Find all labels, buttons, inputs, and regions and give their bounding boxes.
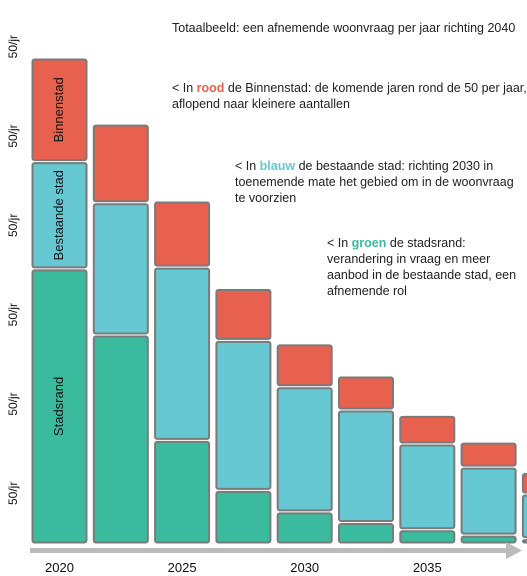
y-unit-label: 50/jr bbox=[6, 303, 20, 326]
annotation-blauw-post: de bestaande stad: richting 2030 in toen… bbox=[235, 159, 514, 205]
series-label-binnenstad: Binnenstad bbox=[51, 77, 66, 142]
y-unit-label: 50/jr bbox=[6, 124, 20, 147]
bar-bestaande-stad-2035 bbox=[399, 444, 456, 530]
bar-binnenstad-2027 bbox=[215, 289, 272, 340]
annotation-rood-pre: < In bbox=[172, 81, 197, 95]
annotation-rood-post: de Binnenstad: de komende jaren rond de … bbox=[172, 81, 527, 111]
annotation-rood: < In rood de Binnenstad: de komende jare… bbox=[172, 80, 527, 112]
bar-binnenstad-2035 bbox=[399, 415, 456, 444]
bar-binnenstad-2025 bbox=[154, 201, 211, 267]
annotation-total-text: Totaalbeeld: een afnemende woonvraag per… bbox=[172, 21, 516, 35]
y-unit-label: 50/jr bbox=[6, 482, 20, 505]
x-tick-label-2025: 2025 bbox=[168, 560, 197, 575]
bar-stadsrand-2032 bbox=[338, 523, 394, 544]
annotation-blauw-key: blauw bbox=[259, 159, 296, 173]
bar-bestaande-stad-2022 bbox=[92, 203, 149, 335]
series-label-stadsrand: Stadsrand bbox=[51, 377, 66, 436]
bar-binnenstad-2030 bbox=[276, 344, 333, 387]
bar-bestaande-stad-2030 bbox=[276, 387, 333, 512]
annotation-groen: < In groen de stadsrand: verandering in … bbox=[327, 235, 527, 299]
annotation-blauw: < In blauw de bestaande stad: richting 2… bbox=[235, 158, 527, 206]
series-label-bestaande: Bestaande stad bbox=[51, 170, 66, 260]
y-unit-label: 50/jr bbox=[6, 214, 20, 237]
bar-binnenstad-2022 bbox=[92, 124, 149, 203]
bar-bestaande-stad-2037 bbox=[460, 467, 517, 535]
bar-bestaande-stad-2025 bbox=[154, 267, 211, 440]
bar-stadsrand-2040 bbox=[521, 539, 527, 544]
annotation-groen-post: de stadsrand: verandering in vraag en me… bbox=[327, 236, 517, 298]
x-tick-label-2020: 2020 bbox=[45, 560, 74, 575]
annotation-groen-pre: < In bbox=[327, 236, 352, 250]
bar-bestaande-stad-2020 bbox=[31, 162, 88, 269]
bar-bestaande-stad-2027 bbox=[215, 340, 272, 490]
bar-stadsrand-2037 bbox=[460, 535, 517, 544]
x-axis-arrowhead bbox=[506, 542, 522, 559]
x-axis-line bbox=[30, 548, 508, 553]
annotation-groen-key: groen bbox=[351, 236, 387, 250]
x-tick-label-2035: 2035 bbox=[413, 560, 442, 575]
bar-bestaande-stad-2040 bbox=[521, 494, 527, 539]
annotation-total: Totaalbeeld: een afnemende woonvraag per… bbox=[172, 20, 517, 36]
bar-binnenstad-2040 bbox=[521, 473, 527, 494]
bar-binnenstad-2032 bbox=[338, 376, 394, 410]
bar-binnenstad-2037 bbox=[460, 442, 517, 467]
bar-stadsrand-2030 bbox=[276, 512, 333, 544]
y-unit-label: 50/jr bbox=[6, 35, 20, 58]
bar-stadsrand-2020 bbox=[31, 269, 88, 544]
bar-stadsrand-2022 bbox=[92, 335, 149, 544]
annotation-rood-key: rood bbox=[196, 81, 225, 95]
bar-binnenstad-2020 bbox=[31, 58, 88, 162]
annotation-blauw-pre: < In bbox=[235, 159, 260, 173]
bar-stadsrand-2027 bbox=[215, 490, 272, 544]
bar-bestaande-stad-2032 bbox=[338, 410, 394, 523]
x-tick-label-2030: 2030 bbox=[290, 560, 319, 575]
bar-stadsrand-2035 bbox=[399, 530, 456, 544]
bar-stadsrand-2025 bbox=[154, 440, 211, 544]
y-unit-label: 50/jr bbox=[6, 392, 20, 415]
